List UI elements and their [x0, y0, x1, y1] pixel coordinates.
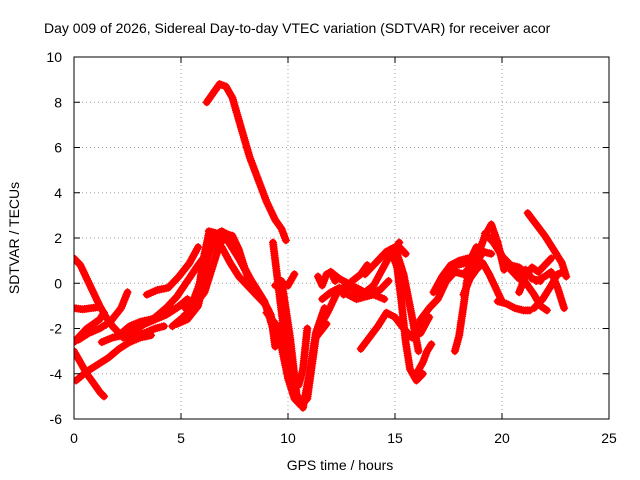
x-tick-label: 15	[387, 430, 403, 446]
y-axis-title: SDTVAR / TECUs	[6, 182, 22, 294]
y-tick-label: 2	[54, 230, 62, 246]
series-markers-sat-15	[172, 236, 222, 328]
grid	[74, 57, 609, 419]
series-markers-sat-42	[493, 297, 534, 315]
series-markers-sat-48	[532, 267, 569, 313]
series-markers-sat-19	[219, 229, 256, 292]
x-axis-title: GPS time / hours	[287, 457, 394, 473]
series-markers-sat-16	[202, 80, 290, 245]
y-tick-label: -4	[50, 366, 63, 382]
y-tick-label: 10	[46, 49, 62, 65]
series-markers-sat-35	[412, 340, 436, 378]
x-tick-label: 25	[601, 430, 617, 446]
series-markers-sat-39	[459, 258, 506, 306]
axis-ticks: 0 5 10 15 20 25 -6 -4 -2 0 2 4 6 8 10	[46, 49, 617, 446]
series-markers-sat-06	[74, 288, 132, 344]
y-tick-label: 4	[54, 185, 62, 201]
y-tick-label: 6	[54, 140, 62, 156]
chart-title: Day 009 of 2026, Sidereal Day-to-day VTE…	[44, 20, 551, 36]
series-markers-sat-45	[523, 209, 571, 281]
x-tick-label: 20	[494, 430, 510, 446]
series-markers-sat-20	[217, 243, 280, 351]
y-tick-label: 8	[54, 94, 62, 110]
x-tick-label: 5	[177, 430, 185, 446]
series-markers-sat-10	[142, 243, 203, 299]
y-tick-label: 0	[54, 275, 62, 291]
series-markers-sat-46	[515, 254, 556, 297]
x-tick-label: 0	[70, 430, 78, 446]
y-tick-label: -6	[50, 411, 63, 427]
series-markers-sat-27	[318, 283, 389, 304]
x-tick-label: 10	[280, 430, 296, 446]
data-series	[74, 80, 571, 412]
y-tick-label: -2	[50, 321, 63, 337]
series-markers-sat-24	[271, 270, 299, 290]
